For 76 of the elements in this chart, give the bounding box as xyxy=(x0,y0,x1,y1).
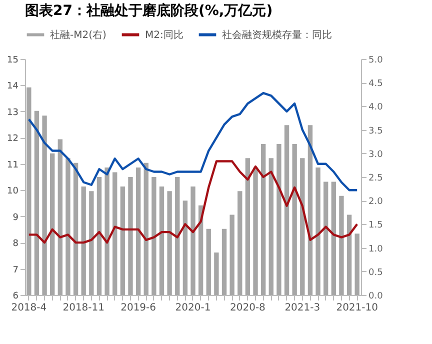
bar xyxy=(253,168,258,295)
bar xyxy=(230,214,234,295)
y2-tick-label: 3.0 xyxy=(368,150,384,160)
bar xyxy=(58,139,63,295)
bar xyxy=(26,87,32,295)
y2-tick-label: 4.5 xyxy=(368,79,383,90)
y-tick-label: 6 xyxy=(12,292,19,302)
legend-label: 社会融资规模存量：同比 xyxy=(222,28,332,41)
y-tick-label: 14 xyxy=(7,82,19,92)
bar xyxy=(331,182,336,295)
bar xyxy=(128,177,133,295)
y2-tick-label: 0.0 xyxy=(368,292,384,302)
y-tick-label: 12 xyxy=(7,134,18,144)
legend-label: 社融-M2(右) xyxy=(50,28,106,41)
bar xyxy=(316,168,320,295)
y-tick-label: 15 xyxy=(7,56,18,66)
bar xyxy=(268,158,274,295)
y2-tick-label: 4.0 xyxy=(368,102,384,113)
bar xyxy=(175,177,180,295)
line-series xyxy=(28,92,358,192)
bar xyxy=(144,162,148,295)
bar xyxy=(346,214,352,295)
y-tick-label: 11 xyxy=(7,160,18,170)
bar xyxy=(308,125,313,295)
x-tick-label: 2020-8 xyxy=(230,302,266,314)
bar xyxy=(120,186,126,295)
bar xyxy=(292,144,297,295)
bar xyxy=(354,234,360,295)
bar xyxy=(222,228,227,295)
bar xyxy=(339,196,344,295)
bar xyxy=(96,177,102,295)
bar xyxy=(159,186,164,295)
bar xyxy=(66,158,70,295)
y-tick-label: 10 xyxy=(7,186,19,197)
bar xyxy=(300,158,305,295)
y-tick-label: 13 xyxy=(7,108,18,118)
bar xyxy=(73,162,78,295)
bar xyxy=(238,191,242,295)
y2-tick-label: 2.5 xyxy=(368,174,383,184)
bar xyxy=(89,191,94,295)
line-series xyxy=(28,160,358,244)
y2-tick-label: 1.5 xyxy=(368,220,383,231)
legend-label: M2:同比 xyxy=(145,28,184,41)
x-tick-label: 2021-3 xyxy=(284,302,320,314)
bar xyxy=(81,186,86,295)
bar xyxy=(206,228,211,295)
chart-title: 图表27：社融处于磨底阶段(%,万亿元) xyxy=(25,2,273,19)
bar xyxy=(50,153,55,295)
bar xyxy=(276,144,282,295)
bar xyxy=(112,172,118,295)
bar xyxy=(260,144,266,295)
y-tick-label: 8 xyxy=(12,239,19,250)
x-tick-label: 2018-4 xyxy=(11,302,47,314)
bar xyxy=(214,252,219,295)
x-tick-label: 2018-11 xyxy=(62,302,105,314)
bar xyxy=(190,186,196,295)
y2-tick-label: 3.5 xyxy=(368,126,383,136)
bar xyxy=(284,125,290,295)
bar xyxy=(245,158,250,295)
bar xyxy=(182,200,188,295)
bar xyxy=(323,182,328,295)
bar xyxy=(42,116,47,295)
bar xyxy=(136,168,141,295)
y-tick-label: 9 xyxy=(12,212,19,223)
x-tick-label: 2019-6 xyxy=(120,302,156,314)
y2-tick-label: 2.0 xyxy=(368,197,384,208)
y2-tick-label: 0.5 xyxy=(368,268,383,278)
bar xyxy=(34,110,40,295)
y2-tick-label: 1.0 xyxy=(368,244,384,254)
bar xyxy=(104,168,110,295)
bar xyxy=(152,177,156,295)
x-tick-label: 2020-1 xyxy=(175,302,211,314)
y2-tick-label: 5.0 xyxy=(368,56,384,66)
y-tick-label: 7 xyxy=(12,265,18,276)
x-tick-label: 2021-10 xyxy=(336,302,378,314)
bar xyxy=(167,191,172,295)
